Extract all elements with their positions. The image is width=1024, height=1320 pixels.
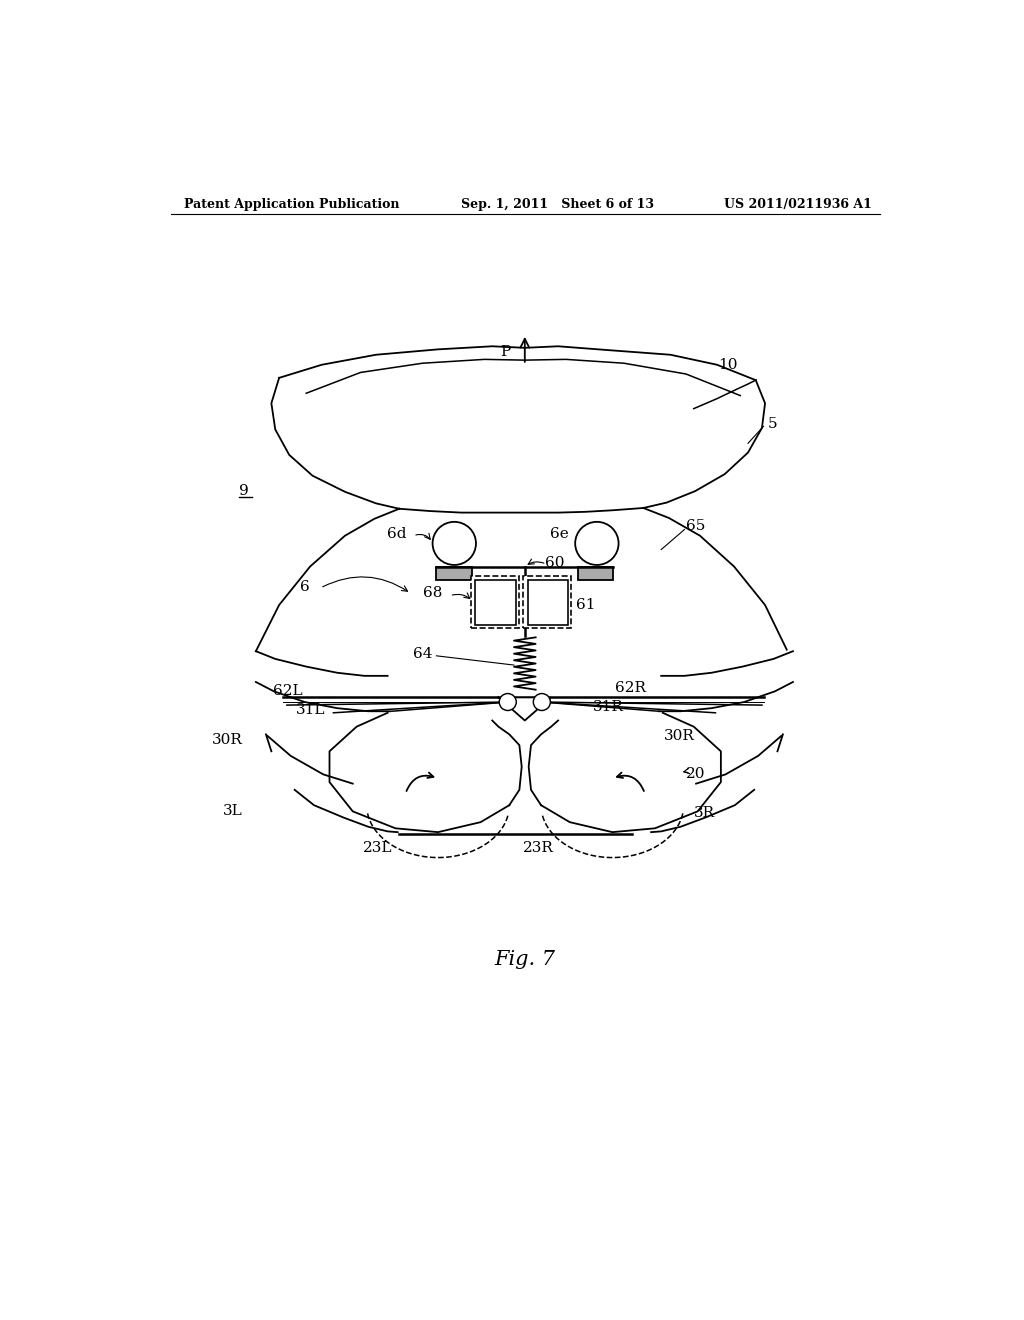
Text: 23R: 23R xyxy=(523,841,554,855)
Circle shape xyxy=(534,693,550,710)
Text: 68: 68 xyxy=(423,586,442,601)
Text: 20: 20 xyxy=(686,767,706,781)
Text: 62L: 62L xyxy=(272,684,302,698)
Text: Patent Application Publication: Patent Application Publication xyxy=(183,198,399,211)
Polygon shape xyxy=(499,697,551,721)
Text: 6e: 6e xyxy=(550,527,569,541)
Text: 31R: 31R xyxy=(593,700,624,714)
Bar xyxy=(436,566,472,581)
Bar xyxy=(471,576,519,628)
Circle shape xyxy=(575,521,618,565)
Text: 9: 9 xyxy=(239,484,249,498)
Text: 31L: 31L xyxy=(296,702,326,717)
Text: Fig. 7: Fig. 7 xyxy=(495,949,555,969)
Text: 64: 64 xyxy=(413,647,432,660)
Bar xyxy=(528,581,568,626)
Text: 23L: 23L xyxy=(362,841,392,855)
Text: 61: 61 xyxy=(575,598,595,612)
Text: 10: 10 xyxy=(719,358,738,372)
Text: 65: 65 xyxy=(686,520,706,533)
Bar xyxy=(578,566,613,581)
Text: US 2011/0211936 A1: US 2011/0211936 A1 xyxy=(724,198,872,211)
Text: 6d: 6d xyxy=(387,527,407,541)
Text: 5: 5 xyxy=(767,417,777,432)
Circle shape xyxy=(432,521,476,565)
Text: 30R: 30R xyxy=(665,729,695,743)
Bar xyxy=(523,576,571,628)
Text: 3R: 3R xyxy=(693,807,715,820)
Bar xyxy=(475,581,515,626)
Text: 30R: 30R xyxy=(212,733,243,747)
Text: 60: 60 xyxy=(545,556,564,570)
Text: Sep. 1, 2011   Sheet 6 of 13: Sep. 1, 2011 Sheet 6 of 13 xyxy=(461,198,654,211)
Text: 62R: 62R xyxy=(614,681,646,696)
Text: P: P xyxy=(501,346,511,359)
Circle shape xyxy=(500,693,516,710)
Text: 3L: 3L xyxy=(223,804,243,818)
Text: 6: 6 xyxy=(300,579,310,594)
